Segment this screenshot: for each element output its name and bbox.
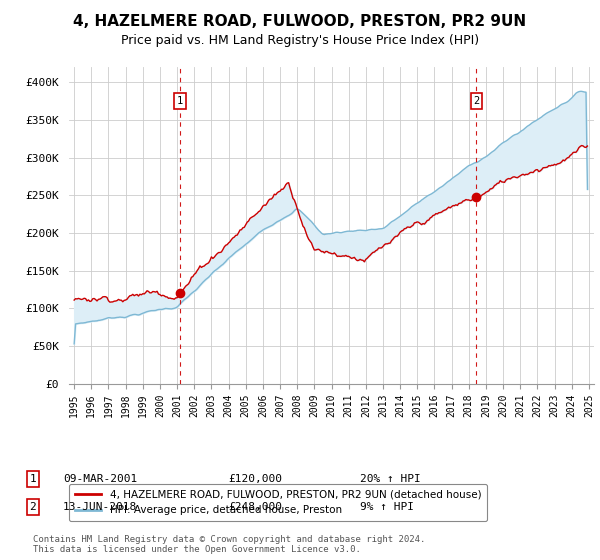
Text: 1: 1 (29, 474, 37, 484)
Text: 13-JUN-2018: 13-JUN-2018 (63, 502, 137, 512)
Text: 09-MAR-2001: 09-MAR-2001 (63, 474, 137, 484)
Text: 9% ↑ HPI: 9% ↑ HPI (360, 502, 414, 512)
Text: 2: 2 (473, 96, 479, 106)
Text: Price paid vs. HM Land Registry's House Price Index (HPI): Price paid vs. HM Land Registry's House … (121, 34, 479, 46)
Text: 20% ↑ HPI: 20% ↑ HPI (360, 474, 421, 484)
Text: 4, HAZELMERE ROAD, FULWOOD, PRESTON, PR2 9UN: 4, HAZELMERE ROAD, FULWOOD, PRESTON, PR2… (73, 14, 527, 29)
Text: £248,000: £248,000 (228, 502, 282, 512)
Legend: 4, HAZELMERE ROAD, FULWOOD, PRESTON, PR2 9UN (detached house), HPI: Average pric: 4, HAZELMERE ROAD, FULWOOD, PRESTON, PR2… (69, 484, 487, 521)
Text: 2: 2 (29, 502, 37, 512)
Text: 1: 1 (177, 96, 184, 106)
Text: £120,000: £120,000 (228, 474, 282, 484)
Text: Contains HM Land Registry data © Crown copyright and database right 2024.
This d: Contains HM Land Registry data © Crown c… (33, 535, 425, 554)
